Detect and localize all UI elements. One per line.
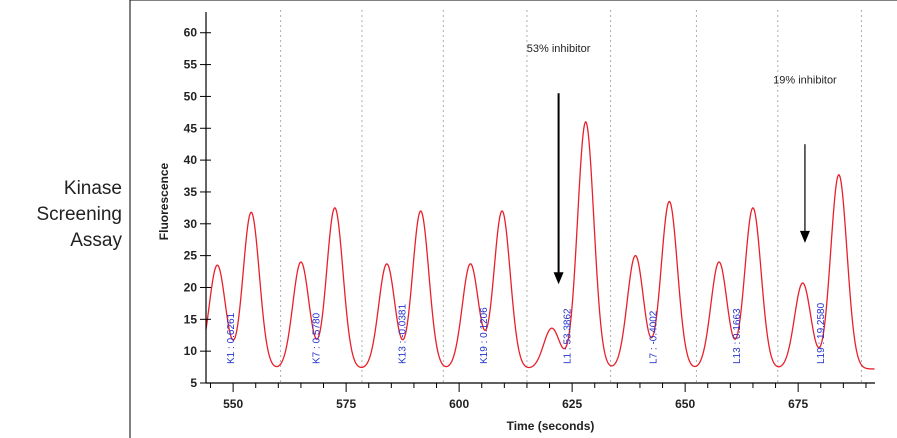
side-label-line-1: Kinase xyxy=(63,178,122,199)
well-label-K1: K1 : 0.6261 xyxy=(226,312,237,364)
well-label-L1: L1 : 53.3862 xyxy=(563,308,574,364)
side-label-line-2: Screening xyxy=(36,204,122,225)
y-axis-label: Fluorescence xyxy=(157,162,171,240)
y-tick-label: 5 xyxy=(190,376,197,390)
data-point-peak-7 xyxy=(469,263,471,265)
annotation-2-label: 19% inhibitor xyxy=(773,75,837,87)
data-point-peak-14 xyxy=(752,207,754,209)
data-point-peak-12 xyxy=(668,201,670,203)
data-point-peak-3 xyxy=(300,261,302,263)
x-tick-label: 675 xyxy=(788,397,808,411)
data-point-peak-15 xyxy=(802,282,804,284)
well-label-L13: L13 : 0.1663 xyxy=(732,308,743,364)
data-point-peak-8 xyxy=(501,210,503,212)
y-tick-label: 20 xyxy=(184,280,198,294)
well-label-K7: K7 : 0.5780 xyxy=(312,312,323,364)
y-tick-label: 45 xyxy=(184,121,198,135)
fluorescence-series-line xyxy=(205,121,875,370)
data-point-peak-13 xyxy=(718,261,720,263)
data-point-peak-16 xyxy=(838,174,840,176)
y-tick-label: 50 xyxy=(184,89,198,103)
data-point-peak-10 xyxy=(585,121,587,123)
well-label-L7: L7 : -0.4002 xyxy=(649,310,660,364)
x-axis-label: Time (seconds) xyxy=(507,419,595,433)
data-point-peak-5 xyxy=(386,263,388,265)
y-tick-label: 40 xyxy=(184,153,198,167)
y-tick-label: 35 xyxy=(184,185,198,199)
side-label-line-3: Assay xyxy=(70,230,122,251)
side-label: Kinase Screening Assay xyxy=(0,176,122,254)
well-label-K13: K13 : -0.0381 xyxy=(398,304,409,364)
x-tick-label: 625 xyxy=(562,397,582,411)
y-tick-label: 10 xyxy=(184,344,198,358)
data-point-peak-9 xyxy=(551,327,553,329)
x-tick-label: 550 xyxy=(223,397,243,411)
y-tick-label: 25 xyxy=(184,249,198,263)
well-label-L19: L19 : 19.2580 xyxy=(816,302,827,364)
annotation-1-arrow-head xyxy=(553,272,564,285)
y-tick-label: 15 xyxy=(184,312,198,326)
annotation-1-label: 53% inhibitor xyxy=(527,43,591,55)
y-tick-label: 55 xyxy=(184,58,198,72)
x-tick-label: 575 xyxy=(336,397,356,411)
x-tick-label: 650 xyxy=(675,397,695,411)
data-point-peak-4 xyxy=(334,207,336,209)
x-tick-label: 600 xyxy=(449,397,469,411)
y-tick-label: 60 xyxy=(184,26,198,40)
y-tick-label: 30 xyxy=(184,217,198,231)
data-point-peak-1 xyxy=(216,264,218,266)
well-label-K19: K19 : 0.1206 xyxy=(479,307,490,364)
data-point-peak-6 xyxy=(420,210,422,212)
annotation-2-arrow-head xyxy=(799,230,810,243)
data-point-peak-11 xyxy=(634,255,636,257)
data-point-peak-2 xyxy=(250,211,252,213)
